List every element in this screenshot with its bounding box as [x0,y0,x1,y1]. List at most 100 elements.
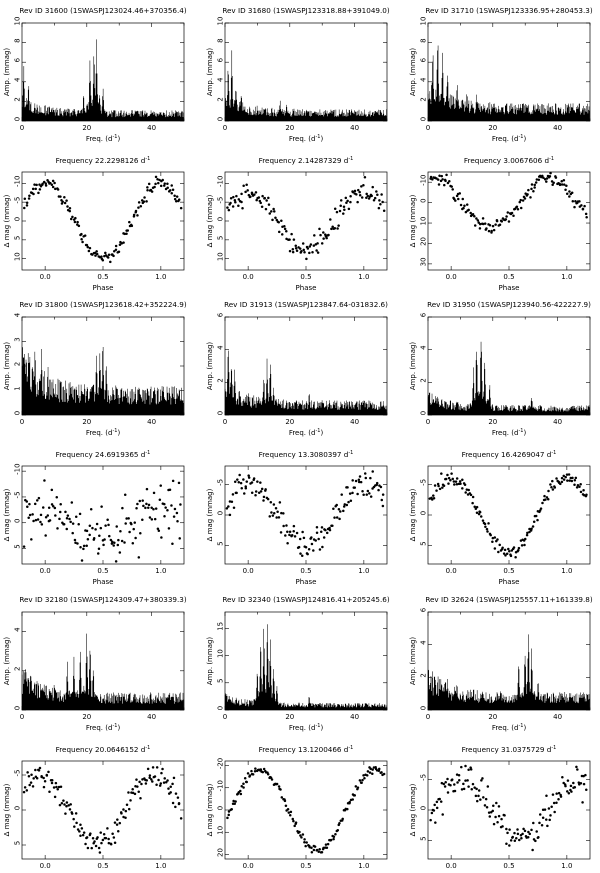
star-panel: Rev ID 31800 (1SWASPJ123618.42+352224.9)… [3,300,187,586]
phase-point [524,537,527,541]
phase-point [237,481,241,484]
phase-point [39,513,43,517]
phase-point [161,767,164,771]
phase-point [281,233,284,236]
phase-point [107,523,110,527]
phase-point [447,482,450,485]
phase-point [75,821,78,825]
phase-point [242,478,245,481]
phase-point [560,476,564,480]
phase-point [79,823,82,827]
phase-point [351,479,354,482]
phase-point [292,524,296,528]
phase-point [545,818,548,821]
phase-point [509,839,513,842]
phase-point [97,846,101,850]
phase-point [66,205,69,208]
phase-point [287,811,291,814]
phase-point [432,497,436,500]
phase-point [163,514,166,518]
phase-point [60,801,64,805]
phase-x-tick-label: 0.5 [97,567,108,575]
phase-point [319,530,323,533]
phase-point [107,841,111,845]
phase-point [233,480,237,484]
phase-point [564,475,567,479]
phase-point [353,794,356,797]
phase-point [484,525,487,528]
phase-point [559,795,563,798]
phase-point [25,201,29,205]
phase-point [58,517,61,521]
phase-point [348,492,352,495]
phase-point [434,821,437,824]
phase-point [274,216,277,219]
phase-point [44,184,48,187]
phase-point [473,505,476,508]
phase-point [327,233,330,237]
phase-point [89,832,92,835]
phase-point [175,200,178,203]
phase-point [292,529,295,533]
phase-point [435,806,439,810]
phase-point [321,545,324,549]
phase-point [513,831,516,835]
phase-point [170,504,173,507]
phase-point [113,249,116,253]
phase-point [231,493,235,496]
phase-point [272,503,276,506]
phase-point [54,187,57,191]
phase-point [541,501,544,505]
phase-point [349,200,352,204]
phase-point [86,538,90,541]
phase-point [150,518,154,521]
phase-point [34,518,38,522]
phase-point [64,812,67,815]
frequency-label: Frequency 31.0375729 d-1 [462,745,557,754]
phase-point [36,518,40,521]
phase-point [286,541,289,545]
phase-y-tick-label: 30 [420,257,428,266]
phase-point [52,786,56,789]
phase-point [129,799,132,802]
phase-point [250,769,253,773]
phase-point [247,474,250,477]
phase-point [295,249,299,252]
phase-point [152,507,155,511]
y-tick-label: 2 [420,97,428,101]
phase-point [451,188,454,191]
phase-point [135,507,138,510]
amplitude-spectrum [427,45,590,121]
phase-point [533,186,536,189]
phase-point [576,484,580,487]
phase-point [23,206,26,210]
y-tick-label: 4 [14,627,22,632]
phase-point [112,836,116,839]
amplitude-spectrum [21,633,184,710]
phase-point [96,836,99,839]
phase-x-tick-label: 1.0 [358,862,369,870]
phase-point [487,229,491,233]
phase-point [380,771,383,774]
phase-point [229,201,232,205]
phase-point [437,484,440,488]
phase-point [518,838,521,842]
y-tick-label: 0 [14,411,22,415]
phase-point [511,835,514,839]
phase-point [106,827,109,830]
x-tick-label: 0 [426,418,430,426]
phase-point [245,183,248,186]
phase-point [537,835,540,839]
phase-point [360,781,363,785]
phase-point [100,255,103,258]
phase-point [85,243,89,247]
phase-point [474,794,478,798]
amp-axis-label: Amp. (mmag) [409,637,417,686]
phase-point [136,214,139,217]
phase-point [118,821,122,825]
phase-point [521,832,524,836]
phase-point [246,189,249,192]
phase-point [498,223,502,226]
phase-point [444,477,448,481]
